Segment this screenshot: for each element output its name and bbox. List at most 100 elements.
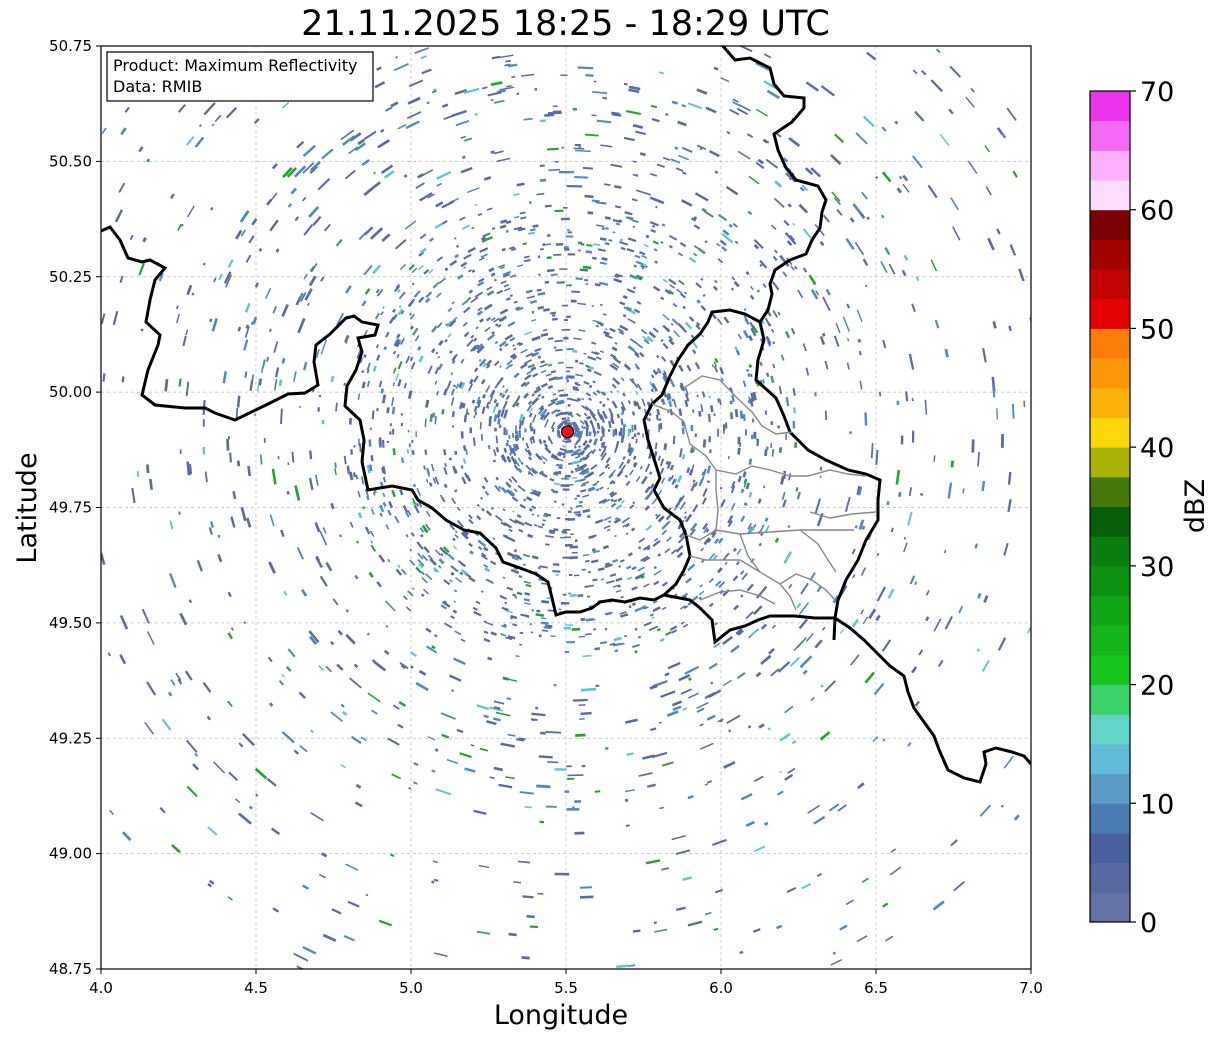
echo-gate	[378, 380, 383, 388]
echo-gate	[389, 431, 392, 435]
echo-gate	[579, 886, 593, 889]
echo-gate	[561, 503, 565, 506]
echo-gate	[611, 480, 616, 485]
echo-gate	[435, 201, 444, 208]
echo-gate	[637, 635, 642, 639]
echo-gate	[440, 552, 444, 557]
echo-gate	[545, 805, 557, 808]
echo-gate	[400, 568, 407, 576]
echo-gate	[376, 581, 382, 588]
echo-gate	[473, 406, 478, 413]
echo-gate	[234, 229, 243, 240]
echo-gate	[536, 192, 545, 196]
echo-gate	[659, 637, 665, 643]
echo-gate	[1012, 170, 1018, 178]
echo-gate	[383, 170, 395, 179]
echo-gate	[526, 369, 533, 375]
echo-gate	[712, 285, 719, 291]
echo-gate	[704, 691, 716, 700]
echo-gate	[596, 411, 604, 421]
echo-gate	[722, 679, 733, 687]
echo-gate	[709, 449, 712, 454]
echo-gate	[225, 274, 233, 288]
echo-gate	[661, 521, 670, 530]
echo-gate	[738, 104, 752, 112]
echo-gate	[588, 438, 593, 444]
echo-gate	[748, 364, 753, 368]
echo-gate	[982, 348, 987, 363]
echo-gate	[656, 163, 665, 168]
echo-gate	[431, 769, 436, 773]
echo-gate	[762, 379, 765, 384]
echo-gate	[443, 600, 448, 604]
echo-gate	[636, 300, 642, 305]
echo-gate	[720, 77, 730, 83]
echo-gate	[639, 152, 646, 157]
x-tick-label: 6.5	[864, 979, 888, 997]
echo-gate	[509, 452, 512, 456]
echo-gate	[533, 489, 538, 493]
echo-gate	[423, 465, 426, 470]
echo-gate	[372, 491, 376, 496]
echo-gate	[641, 254, 648, 259]
echo-gate	[925, 589, 930, 596]
echo-gate	[599, 261, 607, 265]
echo-gate	[382, 476, 387, 483]
echo-gate	[169, 573, 177, 589]
echo-gate	[434, 549, 442, 556]
echo-gate	[822, 626, 826, 631]
echo-gate	[484, 236, 493, 242]
echo-gate	[770, 224, 777, 231]
echo-gate	[555, 242, 564, 246]
echo-gate	[570, 299, 577, 303]
echo-gate	[814, 498, 822, 514]
echo-gate	[782, 499, 787, 508]
echo-gate	[662, 372, 669, 381]
echo-gate	[856, 935, 868, 943]
echo-gate	[876, 586, 886, 602]
echo-gate	[672, 587, 675, 590]
echo-gate	[591, 448, 597, 455]
echo-gate	[355, 783, 362, 789]
echo-gate	[642, 335, 650, 343]
echo-gate	[391, 396, 395, 406]
echo-gate	[405, 120, 420, 130]
echo-gate	[319, 575, 328, 587]
echo-gate	[119, 654, 127, 665]
echo-gate	[119, 614, 129, 630]
echo-gate	[518, 575, 523, 578]
echo-gate	[580, 687, 597, 692]
echo-gate	[756, 438, 760, 447]
echo-gate	[471, 348, 475, 352]
echo-gate	[700, 404, 704, 412]
echo-gate	[394, 515, 400, 524]
echo-gate	[858, 519, 865, 530]
echo-gate	[632, 124, 644, 129]
echo-gate	[481, 485, 486, 490]
echo-gate	[101, 127, 107, 135]
echo-gate	[670, 323, 674, 326]
echo-gate	[501, 624, 507, 629]
echo-gate	[254, 282, 260, 288]
echo-gate	[476, 343, 484, 351]
echo-gate	[627, 428, 630, 437]
colorbar-segment	[1090, 773, 1130, 804]
echo-gate	[592, 380, 596, 384]
echo-gate	[759, 263, 763, 267]
echo-gate	[486, 333, 495, 341]
echo-gate	[531, 318, 537, 322]
echo-gate	[519, 631, 524, 635]
echo-gate	[633, 433, 637, 438]
echo-gate	[414, 334, 420, 342]
echo-gate	[455, 577, 463, 583]
echo-gate	[820, 684, 824, 688]
echo-gate	[882, 738, 886, 742]
echo-gate	[415, 566, 422, 574]
echo-gate	[578, 329, 586, 332]
echo-gate	[749, 321, 756, 330]
echo-gate	[742, 471, 747, 478]
echo-gate	[780, 475, 785, 485]
echo-gate	[674, 146, 679, 150]
echo-gate	[443, 114, 454, 121]
echo-gate	[218, 273, 223, 281]
